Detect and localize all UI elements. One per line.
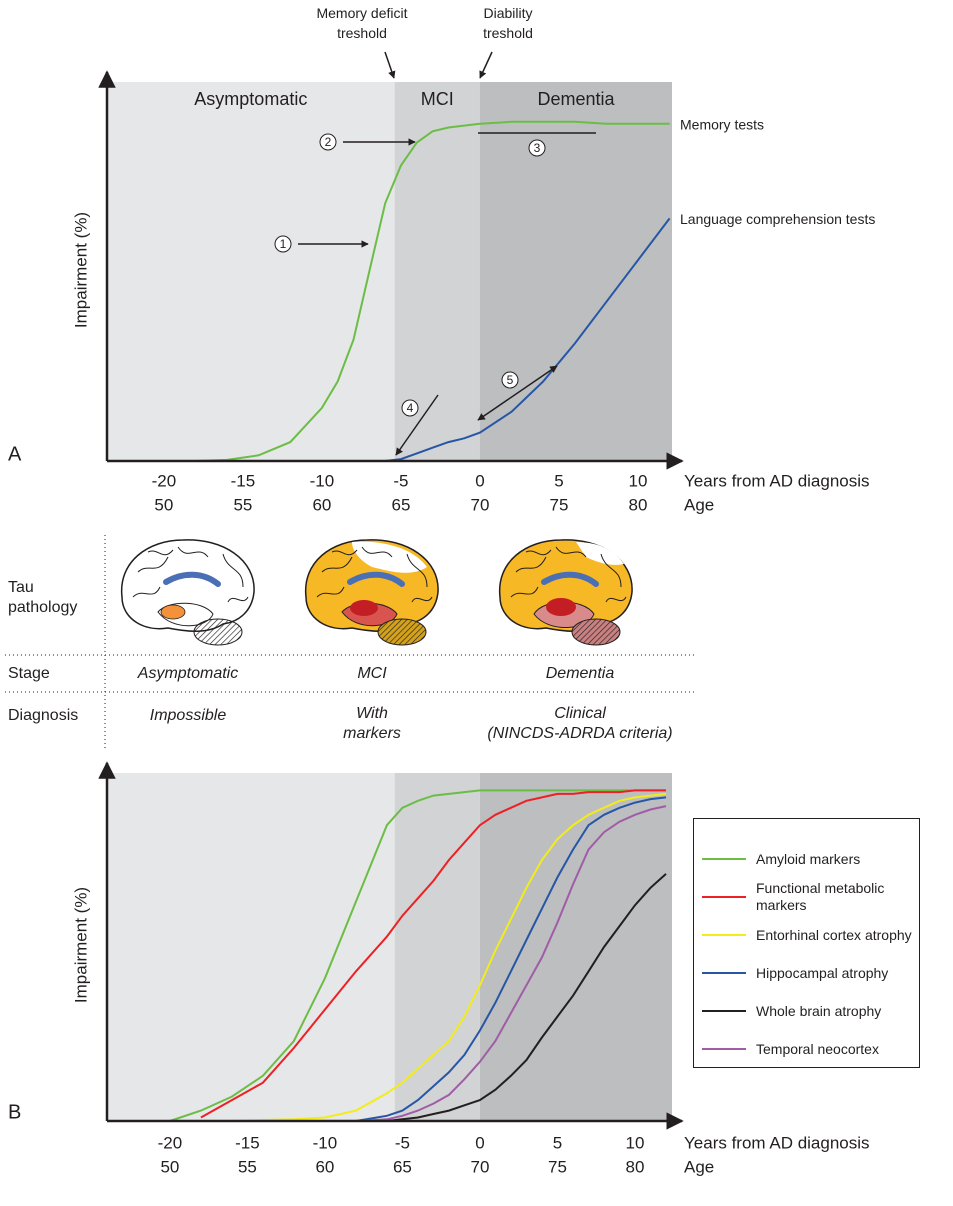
stage-cell: Asymptomatic — [137, 665, 238, 682]
x-tick-label: -20 — [158, 1133, 183, 1152]
annotation-number: 4 — [407, 401, 414, 415]
legend: Amyloid markers Functional metabolic mark… — [693, 818, 920, 1068]
region-label: Dementia — [537, 89, 615, 109]
age-tick-label: 50 — [160, 1157, 179, 1176]
row-header: Tau pathology — [8, 579, 77, 616]
threshold-label-line: Diability — [483, 5, 532, 21]
diagnosis-line: Clinical — [554, 705, 606, 722]
legend-label: Temporal neocortex — [756, 1041, 916, 1058]
brain-illustration — [306, 540, 438, 645]
stage-region — [107, 82, 395, 461]
legend-item: Entorhinal cortex atrophy — [694, 916, 919, 954]
row-header-line: pathology — [8, 599, 77, 616]
x-tick-label: -5 — [393, 471, 408, 490]
x-tick-label: 5 — [554, 471, 563, 490]
legend-swatch — [702, 972, 746, 974]
age-tick-label: 50 — [154, 495, 173, 514]
age-tick-label: 75 — [548, 1157, 567, 1176]
age-tick-label: 70 — [470, 1157, 489, 1176]
series-label: Memory tests — [680, 116, 764, 132]
age-tick-label: 70 — [471, 495, 490, 514]
annotation-number: 3 — [534, 141, 541, 155]
legend-label: Amyloid markers — [756, 851, 916, 868]
legend-swatch — [702, 1048, 746, 1050]
stage-region — [107, 773, 395, 1121]
series-label: Language comprehension tests — [680, 211, 875, 227]
x-tick-label: -20 — [152, 471, 177, 490]
legend-item: Hippocampal atrophy — [694, 954, 919, 992]
legend-label: Whole brain atrophy — [756, 1003, 916, 1020]
x-tick-label: -10 — [310, 471, 335, 490]
x2-axis-title: Age — [684, 495, 714, 514]
diagnosis-line: markers — [343, 725, 401, 742]
threshold-label-line: treshold — [483, 25, 533, 41]
stage-cell: Dementia — [546, 665, 615, 682]
age-tick-label: 60 — [315, 1157, 334, 1176]
row-header: Stage — [8, 665, 50, 682]
age-tick-label: 55 — [238, 1157, 257, 1176]
annotation-number: 2 — [325, 135, 332, 149]
stage-cell: MCI — [357, 665, 387, 682]
diagnosis-cell: With markers — [343, 705, 401, 742]
y-axis-title: Impairment (%) — [71, 887, 90, 1003]
threshold-label-line: treshold — [337, 25, 387, 41]
legend-swatch — [702, 934, 746, 936]
annotation-number: 5 — [507, 373, 514, 387]
diagnosis-line: With — [356, 705, 388, 722]
threshold-arrow — [480, 52, 492, 78]
age-tick-label: 80 — [629, 495, 648, 514]
age-tick-label: 65 — [391, 495, 410, 514]
x-tick-label: -15 — [235, 1133, 260, 1152]
x-axis-title: Years from AD diagnosis — [684, 471, 870, 490]
brain-illustration — [122, 540, 254, 645]
x2-axis-title: Age — [684, 1157, 714, 1176]
region-label: MCI — [421, 89, 454, 109]
brain-illustration — [500, 540, 632, 645]
table: Tau pathology Stage Diagnosis Asymptomati… — [5, 535, 697, 748]
legend-label: Functional metabolic markers — [756, 880, 916, 914]
y-axis-title: Impairment (%) — [71, 212, 90, 328]
stage-region — [480, 773, 672, 1121]
x-tick-label: 5 — [553, 1133, 562, 1152]
legend-item: Amyloid markers — [694, 840, 919, 878]
x-tick-label: 10 — [629, 471, 648, 490]
legend-label: Hippocampal atrophy — [756, 965, 916, 982]
diagnosis-cell: Impossible — [150, 707, 227, 724]
x-tick-label: 0 — [475, 1133, 484, 1152]
legend-swatch — [702, 896, 746, 898]
stage-region — [480, 82, 672, 461]
x-tick-label: -15 — [231, 471, 256, 490]
panel-label: B — [8, 1101, 21, 1123]
region-label: Asymptomatic — [194, 89, 307, 109]
legend-item: Functional metabolic markers — [694, 878, 919, 916]
x-axis-title: Years from AD diagnosis — [684, 1133, 870, 1152]
figure: Tau pathology Stage Diagnosis Asymptomati… — [0, 0, 953, 1206]
diagnosis-line: (NINCDS-ADRDA criteria) — [487, 725, 672, 742]
x-tick-label: -10 — [313, 1133, 338, 1152]
legend-item: Whole brain atrophy — [694, 992, 919, 1030]
legend-label: Entorhinal cortex atrophy — [756, 927, 916, 944]
legend-swatch — [702, 858, 746, 860]
threshold-label: Diability treshold — [483, 5, 533, 41]
x-tick-label: -5 — [395, 1133, 410, 1152]
legend-swatch — [702, 1010, 746, 1012]
threshold-label-line: Memory deficit — [316, 5, 407, 21]
legend-item: Temporal neocortex — [694, 1030, 919, 1068]
age-tick-label: 80 — [625, 1157, 644, 1176]
threshold-arrow — [385, 52, 394, 78]
threshold-label: Memory deficit treshold — [316, 5, 407, 41]
x-tick-label: 0 — [475, 471, 484, 490]
x-tick-label: 10 — [625, 1133, 644, 1152]
panel-label: A — [8, 443, 22, 465]
age-tick-label: 75 — [550, 495, 569, 514]
stage-region — [395, 773, 480, 1121]
row-header-line: Tau — [8, 579, 34, 596]
row-header: Diagnosis — [8, 707, 78, 724]
diagnosis-line: Impossible — [150, 707, 227, 724]
age-tick-label: 55 — [233, 495, 252, 514]
age-tick-label: 65 — [393, 1157, 412, 1176]
age-tick-label: 60 — [312, 495, 331, 514]
annotation-number: 1 — [280, 237, 287, 251]
diagnosis-cell: Clinical (NINCDS-ADRDA criteria) — [487, 705, 672, 742]
